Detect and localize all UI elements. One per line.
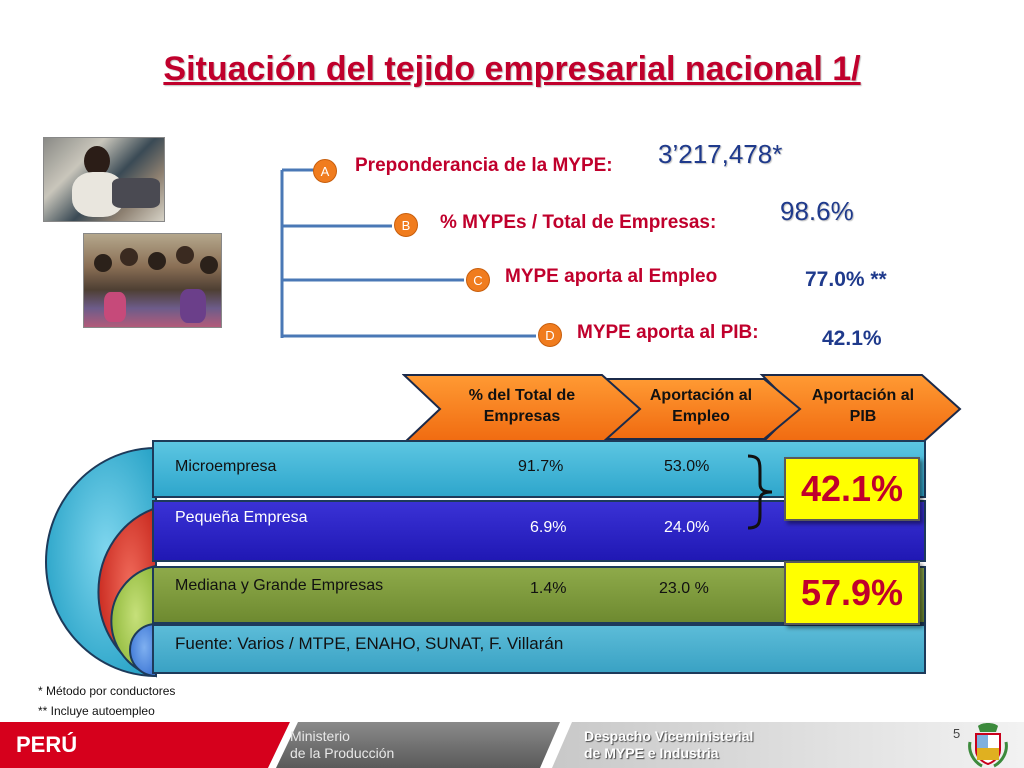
page-number: 5	[953, 726, 961, 741]
cell-pequena-pct: 6.9%	[530, 519, 567, 536]
table-header: % del Total de Empresas Aportación al Em…	[402, 373, 964, 445]
nested-arcs	[45, 446, 157, 678]
coat-of-arms-icon	[968, 723, 1008, 768]
footer-ministry-line1: Ministerio	[290, 728, 350, 744]
cell-micro-pct: 91.7%	[518, 458, 564, 475]
cell-mediana-pct: 1.4%	[530, 580, 567, 597]
footer-bar: PERÚ Ministerio de la Producción Despach…	[0, 722, 1024, 768]
footer-office-line1: Despacho Viceministerial	[584, 728, 754, 744]
page-title: Situación del tejido empresarial naciona…	[163, 50, 861, 88]
footer-background	[0, 722, 1024, 768]
label-pib: MYPE aporta al PIB:	[577, 322, 759, 343]
label-empleo: MYPE aporta al Empleo	[505, 266, 718, 287]
value-preponderancia: 3’217,478*	[658, 139, 783, 169]
badge-a: A	[313, 159, 337, 183]
label-preponderancia: Preponderancia de la MYPE:	[355, 155, 613, 176]
cell-pequena-empleo: 24.0%	[664, 519, 710, 536]
row-name-mediana-grande: Mediana y Grande Empresas	[175, 577, 384, 594]
badge-d: D	[538, 323, 562, 347]
header-pib: Aportación al PIB	[811, 387, 915, 425]
source-text: Fuente: Varios / MTPE, ENAHO, SUNAT, F. …	[175, 634, 564, 653]
header-pct-total: % del Total de Empresas	[468, 387, 576, 425]
cell-mediana-empleo: 23.0 %	[659, 580, 709, 597]
footnote-1: * Método por conductores	[38, 684, 176, 698]
footnote-2: ** Incluye autoempleo	[38, 704, 155, 718]
value-empleo: 77.0% **	[805, 268, 887, 291]
value-mypes-total: 98.6%	[780, 196, 854, 226]
value-pib: 42.1%	[822, 327, 882, 350]
brace-icon	[747, 454, 773, 530]
badge-c: C	[466, 268, 490, 292]
footer-ministry-line2: de la Producción	[290, 745, 395, 761]
footer-ministry: Ministerio de la Producción	[290, 728, 394, 762]
label-mypes-total: % MYPEs / Total de Empresas:	[440, 212, 717, 233]
tree-connector	[280, 168, 536, 338]
badge-b: B	[394, 213, 418, 237]
header-empleo: Aportación al Empleo	[649, 387, 753, 425]
footer-office: Despacho Viceministerial de MYPE e Indus…	[584, 728, 753, 762]
pib-mediana-grande-box: 57.9%	[784, 561, 920, 625]
photo-group-people	[83, 233, 222, 328]
row-source	[152, 624, 926, 674]
footer-country: PERÚ	[16, 732, 78, 757]
footer-office-line2: de MYPE e Industria	[584, 745, 719, 761]
photo-worker-sewing	[43, 137, 165, 222]
row-name-microempresa: Microempresa	[175, 458, 277, 475]
row-name-pequena: Pequeña Empresa	[175, 509, 308, 526]
pib-mype-box: 42.1%	[784, 457, 920, 521]
cell-micro-empleo: 53.0%	[664, 458, 710, 475]
